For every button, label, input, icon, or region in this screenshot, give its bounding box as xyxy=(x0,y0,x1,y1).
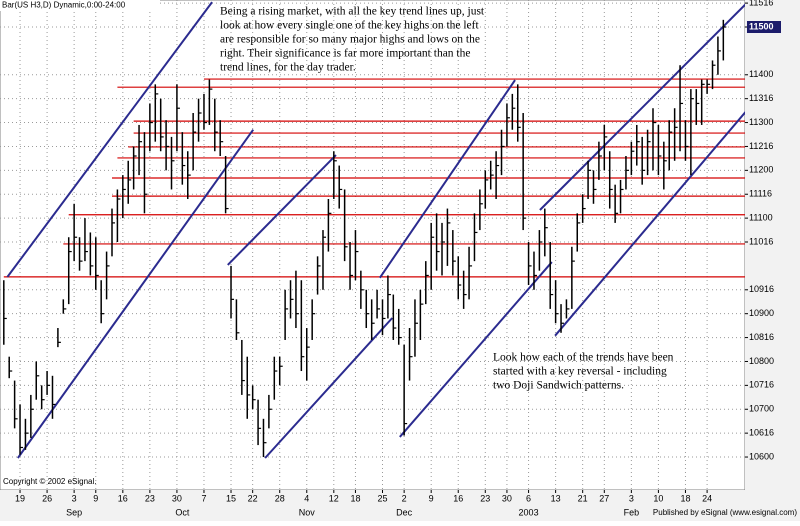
x-tick-label: 26 xyxy=(42,493,52,503)
x-tick-label: 12 xyxy=(329,493,339,503)
y-tick-label: 11300 xyxy=(749,117,773,127)
y-tick-label: 10716 xyxy=(749,380,774,390)
x-tick-label: 27 xyxy=(599,493,609,503)
y-tick-label: 11316 xyxy=(749,93,773,103)
price-axis-panel xyxy=(745,0,800,521)
period-label: 2003 xyxy=(519,507,539,517)
x-tick-label: 15 xyxy=(226,493,236,503)
y-tick-label: 10616 xyxy=(749,428,774,438)
x-tick-label: 30 xyxy=(172,493,182,503)
period-label: Sep xyxy=(66,507,82,517)
x-tick-label: 25 xyxy=(377,493,387,503)
annotation-line: are responsible for so many major highs … xyxy=(220,34,480,46)
grid xyxy=(0,0,745,490)
x-tick-label: 6 xyxy=(526,493,531,503)
trend-line xyxy=(227,154,337,266)
annotation-line: trend lines, for the day trader. xyxy=(220,62,356,74)
x-tick-label: 7 xyxy=(201,493,206,503)
trend-line xyxy=(554,111,745,337)
x-tick-label: 9 xyxy=(429,493,434,503)
x-tick-label: 9 xyxy=(93,493,98,503)
trend-line xyxy=(539,3,745,211)
y-tick-label: 10900 xyxy=(749,308,774,318)
annotations: Being a rising market, with all the key … xyxy=(220,6,674,392)
plot-area xyxy=(0,0,746,491)
y-tick-label: 10600 xyxy=(749,451,774,461)
trend-line xyxy=(264,317,393,459)
trend-line xyxy=(6,1,213,278)
y-tick-label: 11116 xyxy=(749,189,772,199)
trend-line xyxy=(399,261,553,438)
title-backdrop xyxy=(0,0,160,11)
y-tick-label: 11100 xyxy=(749,212,773,222)
x-tick-label: 28 xyxy=(275,493,285,503)
x-tick-label: 4 xyxy=(304,493,309,503)
y-tick-label: 10700 xyxy=(749,404,774,414)
y-tick-label: 11516 xyxy=(749,0,773,7)
trendlines xyxy=(6,1,745,459)
y-tick-label: 11200 xyxy=(749,165,773,175)
x-tick-label: 23 xyxy=(480,493,490,503)
publisher: Published by eSignal (www.esignal.com) xyxy=(653,508,797,517)
y-tick-label: 10816 xyxy=(749,332,774,342)
annotation-line: Look how each of the trends have been xyxy=(493,352,674,364)
x-tick-label: 13 xyxy=(551,493,561,503)
x-tick-label: 19 xyxy=(15,493,25,503)
chart-title: Bar(US H3,D) Dynamic,0:00-24:00 xyxy=(2,1,126,10)
x-tick-label: 30 xyxy=(502,493,512,503)
annotation-line: look at how every single one of the key … xyxy=(220,20,479,32)
y-tick-label: 10800 xyxy=(749,356,774,366)
x-tick-label: 10 xyxy=(653,493,663,503)
time-axis-panel xyxy=(0,490,745,521)
annotation-line: right. Their significance is far more im… xyxy=(220,48,470,60)
period-label: Feb xyxy=(624,507,640,517)
trend-line xyxy=(17,129,255,459)
x-tick-label: 18 xyxy=(350,493,360,503)
last-price-marker xyxy=(747,20,781,33)
x-tick-label: 22 xyxy=(248,493,258,503)
axes: 11516 11500 11400 11316 11300 11216 11200 11116… xyxy=(15,0,781,517)
x-tick-label: 2 xyxy=(402,493,407,503)
x-tick-label: 16 xyxy=(118,493,128,503)
x-tick-label: 24 xyxy=(702,493,712,503)
x-tick-label: 18 xyxy=(680,493,690,503)
annotation-line: started with a key reversal - including xyxy=(493,366,667,378)
x-tick-label: 21 xyxy=(578,493,588,503)
copyright: Copyright © 2002 eSignal. xyxy=(3,477,97,486)
annotation-line: two Doji Sandwich patterns. xyxy=(493,380,624,392)
period-label: Dec xyxy=(396,507,413,517)
y-tick-label: 11216 xyxy=(749,141,773,151)
annotation-line: Being a rising market, with all the key … xyxy=(220,6,485,18)
price-bars xyxy=(3,19,727,458)
levels xyxy=(3,78,745,278)
y-tick-label: 11500 xyxy=(749,21,774,31)
y-tick-label: 11400 xyxy=(749,69,773,79)
y-tick-label: 11016 xyxy=(749,236,773,246)
period-label: Oct xyxy=(175,507,190,517)
y-tick-label: 10916 xyxy=(749,284,774,294)
x-tick-label: 16 xyxy=(453,493,463,503)
period-label: Nov xyxy=(299,507,316,517)
x-tick-label: 3 xyxy=(72,493,77,503)
x-tick-label: 3 xyxy=(629,493,634,503)
x-tick-label: 23 xyxy=(145,493,155,503)
trend-line xyxy=(378,79,516,279)
